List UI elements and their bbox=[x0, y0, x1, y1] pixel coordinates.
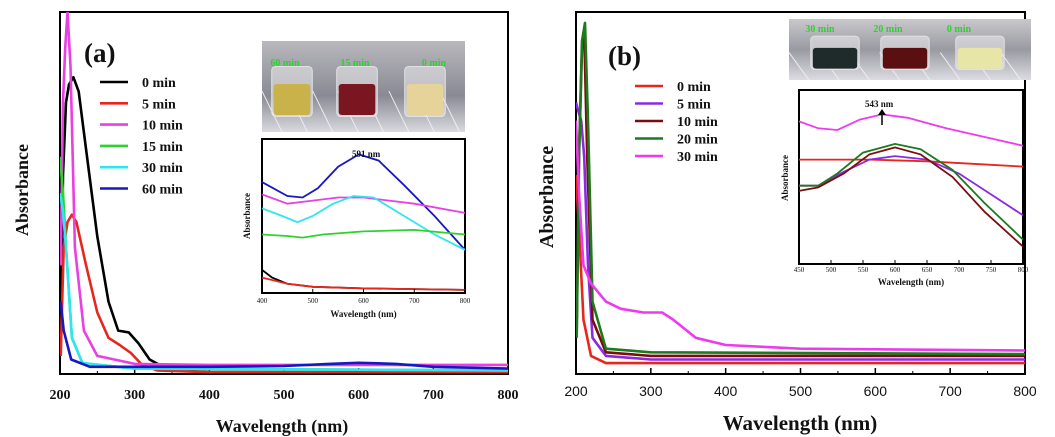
legend-label: 30 min bbox=[677, 150, 718, 165]
inset-series-line bbox=[262, 195, 465, 251]
vial-label: 20 min bbox=[873, 24, 903, 35]
vial-photo: 30 min 20 min 0 min bbox=[788, 19, 1031, 81]
series-line-30-min bbox=[576, 120, 1025, 352]
inset-y-axis-label: Absorbance bbox=[242, 193, 252, 239]
series-line-60-min bbox=[60, 301, 508, 370]
x-tick-label: 700 bbox=[423, 388, 444, 403]
inset-x-axis-label: Wavelength (nm) bbox=[878, 277, 944, 287]
x-axis-label: Wavelength (nm) bbox=[216, 416, 349, 437]
peak-annotation: 591 nm bbox=[352, 149, 381, 159]
inset-plot: 450 500 550 600 650 700 750 800 Wavelength (nm) A… bbox=[780, 89, 1029, 287]
inset-x-tick-label: 800 bbox=[460, 297, 471, 305]
inset-series-line bbox=[262, 193, 465, 214]
inset-x-tick-label: 600 bbox=[358, 297, 369, 305]
peak-annotation: 543 nm bbox=[865, 99, 894, 109]
inset-series-group bbox=[262, 153, 465, 291]
series-group bbox=[60, 12, 508, 374]
inset-series-line bbox=[262, 276, 465, 291]
x-tick-label: 200 bbox=[564, 383, 588, 399]
legend-label: 15 min bbox=[142, 140, 183, 155]
legend-label: 5 min bbox=[142, 97, 176, 112]
series-group bbox=[576, 21, 1025, 365]
vial-label: 15 min bbox=[340, 58, 370, 69]
inset-x-tick-label: 450 bbox=[794, 266, 805, 274]
series-line-20-min bbox=[576, 21, 1025, 356]
photo-grid-line bbox=[388, 90, 410, 133]
inset-plot: 400 500 600 700 800 Wavelength (nm) Absorbance… bbox=[242, 138, 471, 319]
y-axis-label: Absorbance bbox=[12, 144, 32, 236]
panel-label: (a) bbox=[84, 38, 115, 68]
legend-label: 5 min bbox=[677, 98, 711, 113]
series-line-30-min bbox=[60, 192, 508, 372]
photo-grid-line bbox=[788, 52, 810, 81]
inset-series-line bbox=[799, 158, 1023, 168]
panel-a: 200 300 400 500 600 700 800 Wavelength (nm) Abso… bbox=[12, 11, 519, 437]
x-tick-label: 300 bbox=[124, 388, 145, 403]
inset-x-tick-label: 500 bbox=[826, 266, 837, 274]
series-line-10-min bbox=[60, 12, 508, 367]
inset-y-axis-label: Absorbance bbox=[780, 155, 790, 201]
x-tick-label: 300 bbox=[639, 383, 663, 399]
vial-liquid bbox=[273, 83, 311, 116]
inset-x-tick-label: 700 bbox=[409, 297, 420, 305]
photo-grid-line bbox=[939, 52, 961, 81]
legend-label: 10 min bbox=[142, 119, 183, 134]
inset-x-tick-label: 800 bbox=[1018, 266, 1029, 274]
x-tick-label: 400 bbox=[199, 388, 220, 403]
inset-x-tick-label: 750 bbox=[986, 266, 997, 274]
legend-label: 60 min bbox=[142, 183, 183, 198]
inset-x-tick-label: 700 bbox=[954, 266, 965, 274]
x-axis-label: Wavelength (nm) bbox=[723, 411, 878, 435]
x-tick-label: 800 bbox=[1013, 383, 1037, 399]
x-tick-label: 800 bbox=[498, 388, 519, 403]
vial-liquid bbox=[957, 47, 1003, 69]
inset-x-tick-label: 550 bbox=[858, 266, 869, 274]
vial-label: 0 min bbox=[947, 24, 972, 35]
inset-series-line bbox=[799, 142, 1023, 241]
photo-grid-line bbox=[312, 90, 334, 133]
x-tick-label: 400 bbox=[714, 383, 738, 399]
inset-x-tick-label: 600 bbox=[890, 266, 901, 274]
x-tick-label: 500 bbox=[789, 383, 813, 399]
vial-label: 60 min bbox=[270, 58, 300, 69]
inset-x-tick-label: 400 bbox=[257, 297, 268, 305]
panel-b: 200 300 400 500 600 700 800 Wavelength (nm) Abso… bbox=[536, 11, 1037, 435]
legend-label: 10 min bbox=[677, 115, 718, 130]
vial-liquid bbox=[812, 47, 858, 69]
inset-series-line bbox=[799, 146, 1023, 248]
x-tick-label: 600 bbox=[864, 383, 888, 399]
inset-series-line bbox=[262, 228, 465, 239]
inset-x-tick-label: 650 bbox=[922, 266, 933, 274]
inset-series-line bbox=[262, 153, 465, 251]
vial-liquid bbox=[338, 83, 376, 116]
x-tick-label: 200 bbox=[50, 388, 71, 403]
panel-label: (b) bbox=[608, 41, 641, 71]
vial-photo: 60 min 15 min 0 min bbox=[261, 41, 465, 133]
vial-label: 30 min bbox=[805, 24, 835, 35]
y-axis-label: Absorbance bbox=[536, 146, 558, 248]
vial-label: 0 min bbox=[422, 58, 447, 69]
x-tick-label: 700 bbox=[938, 383, 962, 399]
inset-x-axis-label: Wavelength (nm) bbox=[330, 309, 396, 319]
x-tick-label: 500 bbox=[274, 388, 295, 403]
inset-x-tick-label: 500 bbox=[308, 297, 319, 305]
vial-liquid bbox=[406, 83, 444, 116]
x-tick-label: 600 bbox=[348, 388, 369, 403]
vial-liquid bbox=[882, 47, 928, 69]
peak-arrow-head bbox=[878, 109, 886, 115]
legend-label: 0 min bbox=[142, 76, 176, 91]
legend-label: 30 min bbox=[142, 161, 183, 176]
legend-label: 20 min bbox=[677, 133, 718, 148]
legend-label: 0 min bbox=[677, 80, 711, 95]
